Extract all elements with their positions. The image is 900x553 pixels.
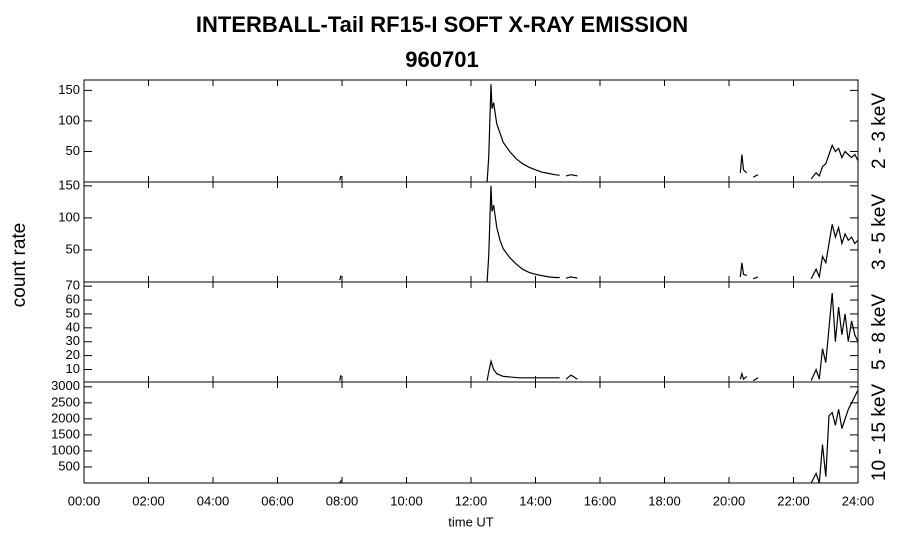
y-tick-label: 150	[58, 82, 80, 97]
x-tick-label: 00:00	[68, 493, 101, 508]
y-tick-label: 20	[66, 347, 80, 362]
chart-title: INTERBALL-Tail RF15-I SOFT X-RAY EMISSIO…	[196, 12, 688, 37]
y-tick-label: 2000	[51, 410, 80, 425]
data-line	[339, 293, 859, 382]
y-tick-label: 50	[66, 143, 80, 158]
y-tick-label: 50	[66, 241, 80, 256]
y-axis-label: count rate	[9, 223, 30, 308]
y-tick-label: 3000	[51, 378, 80, 393]
y-tick-label: 60	[66, 291, 80, 306]
data-line	[339, 185, 859, 283]
panel-label: 5 - 8 keV	[869, 294, 890, 370]
data-line	[339, 84, 859, 183]
panel-label: 10 - 15 keV	[869, 384, 890, 481]
data-line	[339, 389, 859, 484]
y-tick-label: 70	[66, 278, 80, 293]
y-tick-label: 50	[66, 305, 80, 320]
y-tick-label: 2500	[51, 394, 80, 409]
x-tick-label: 14:00	[519, 493, 552, 508]
x-tick-label: 22:00	[777, 493, 810, 508]
panel-label: 3 - 5 keV	[869, 194, 890, 270]
y-tick-label: 1500	[51, 426, 80, 441]
x-tick-label: 02:00	[132, 493, 165, 508]
y-tick-label: 100	[58, 112, 80, 127]
x-tick-label: 24:00	[842, 493, 875, 508]
y-tick-label: 30	[66, 333, 80, 348]
x-tick-label: 16:00	[584, 493, 617, 508]
x-tick-label: 04:00	[197, 493, 230, 508]
chart-subtitle: 960701	[405, 47, 478, 72]
y-tick-label: 150	[58, 177, 80, 192]
x-tick-label: 20:00	[713, 493, 746, 508]
y-tick-label: 500	[58, 458, 80, 473]
y-tick-label: 1000	[51, 442, 80, 457]
y-tick-label: 100	[58, 209, 80, 224]
x-axis-label: time UT	[448, 514, 494, 529]
y-tick-label: 40	[66, 319, 80, 334]
x-tick-label: 06:00	[261, 493, 294, 508]
x-tick-label: 12:00	[455, 493, 488, 508]
x-tick-label: 18:00	[648, 493, 681, 508]
panel-label: 2 - 3 keV	[869, 93, 890, 169]
x-tick-label: 10:00	[390, 493, 423, 508]
y-tick-label: 10	[66, 361, 80, 376]
x-tick-label: 08:00	[326, 493, 359, 508]
